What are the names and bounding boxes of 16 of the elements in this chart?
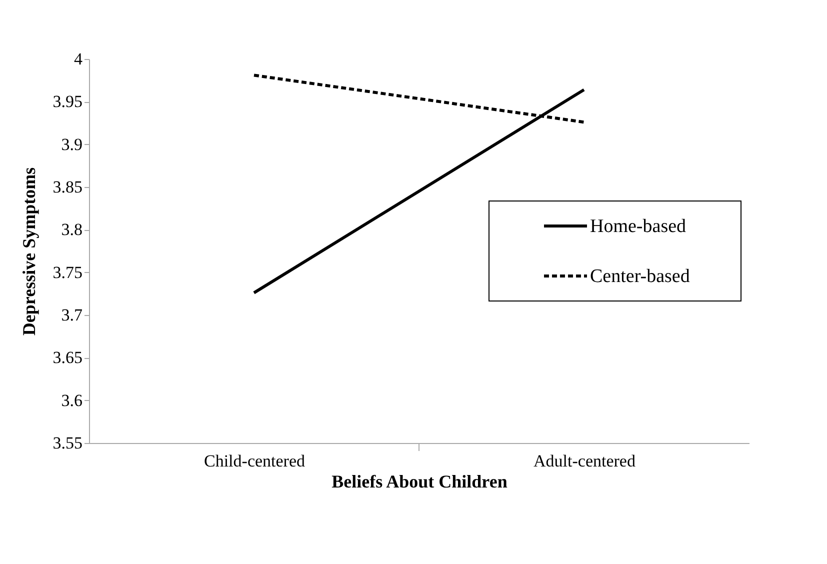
y-tick-label: 3.95 — [52, 92, 82, 112]
y-tick-label: 3.55 — [52, 434, 82, 452]
y-tick-label: 3.6 — [61, 390, 82, 410]
y-tick-label: 4 — [74, 50, 83, 68]
y-tick-label: 3.85 — [52, 178, 82, 196]
y-tick-label: 3.65 — [52, 348, 82, 368]
x-tick-label: Child-centered — [204, 452, 306, 470]
x-tick-label: Adult-centered — [534, 452, 636, 470]
y-tick-label: 3.9 — [61, 134, 82, 154]
legend-label: Home-based — [590, 216, 687, 237]
y-tick-label: 3.8 — [61, 220, 82, 240]
y-tick-label: 3.7 — [61, 306, 83, 324]
legend-label: Center-based — [590, 266, 690, 287]
y-axis-title: Depressive Symptoms — [18, 167, 39, 336]
x-axis-title: Beliefs About Children — [332, 472, 508, 492]
y-tick-label: 3.75 — [52, 262, 82, 282]
